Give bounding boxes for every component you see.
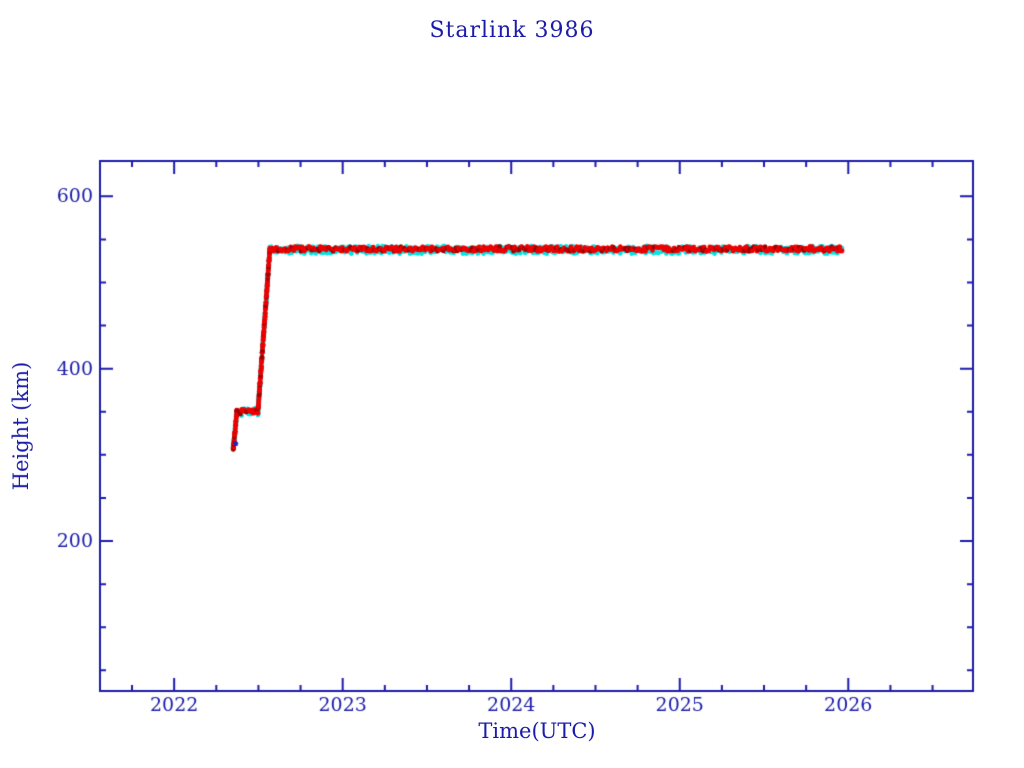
chart-title: Starlink 3986	[429, 18, 595, 43]
y-axis-label: Height (km)	[9, 361, 33, 491]
x-axis-label: Time(UTC)	[478, 719, 596, 743]
